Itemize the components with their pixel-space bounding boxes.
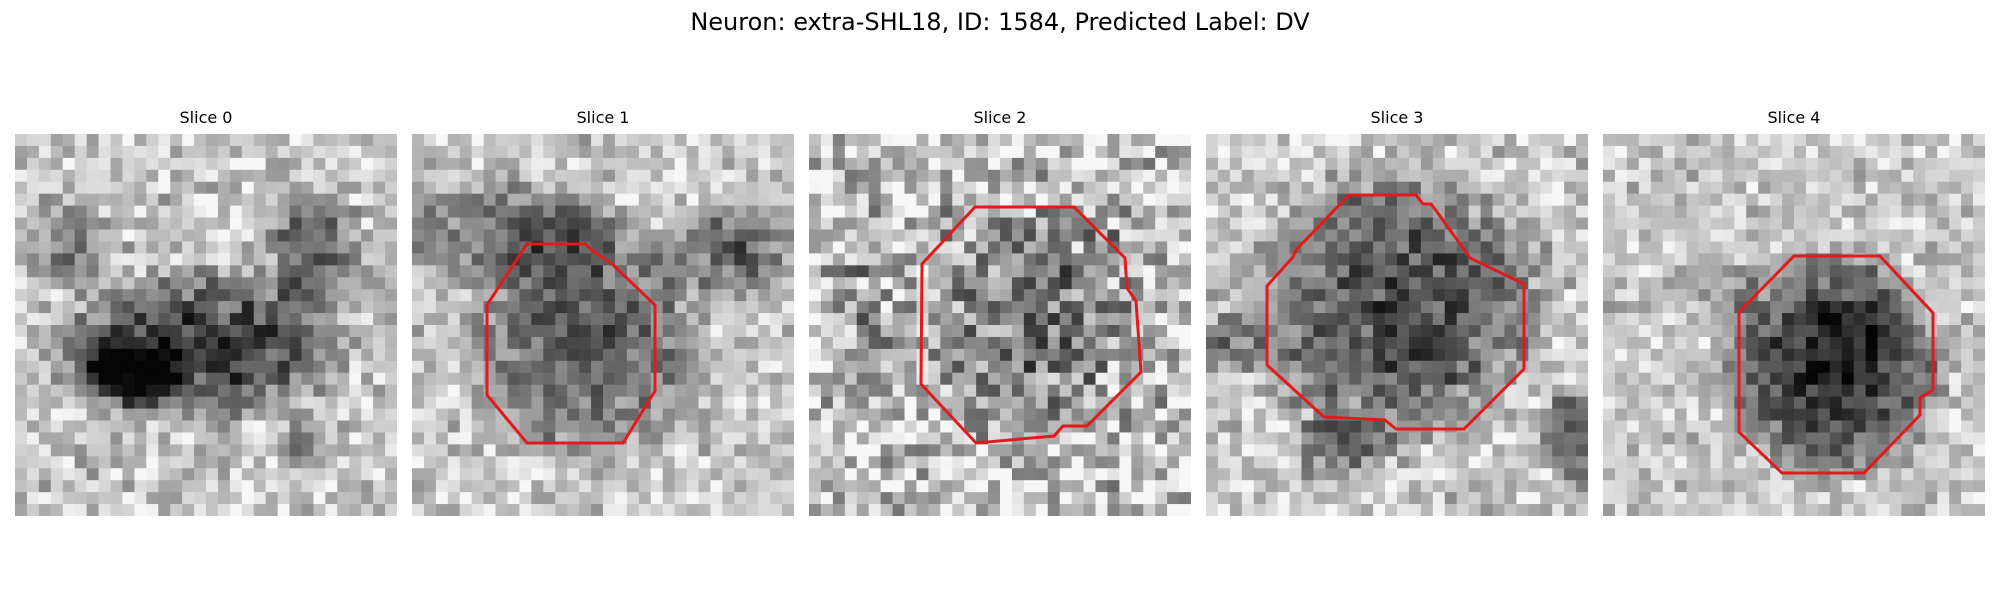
slice-title: Slice 4	[1603, 108, 1985, 128]
slice-image	[15, 134, 397, 516]
slice-image	[1206, 134, 1588, 516]
image-pixels	[809, 134, 1191, 516]
image-pixels	[1206, 134, 1588, 516]
image-pixels	[412, 134, 794, 516]
slice-image	[1603, 134, 1985, 516]
figure-title: Neuron: extra-SHL18, ID: 1584, Predicted…	[0, 6, 2000, 38]
image-pixels	[1603, 134, 1985, 516]
image-pixels	[15, 134, 397, 516]
slice-title: Slice 3	[1206, 108, 1588, 128]
slice-image	[809, 134, 1191, 516]
slice-title: Slice 1	[412, 108, 794, 128]
slice-image	[412, 134, 794, 516]
slice-title: Slice 2	[809, 108, 1191, 128]
slice-title: Slice 0	[15, 108, 397, 128]
